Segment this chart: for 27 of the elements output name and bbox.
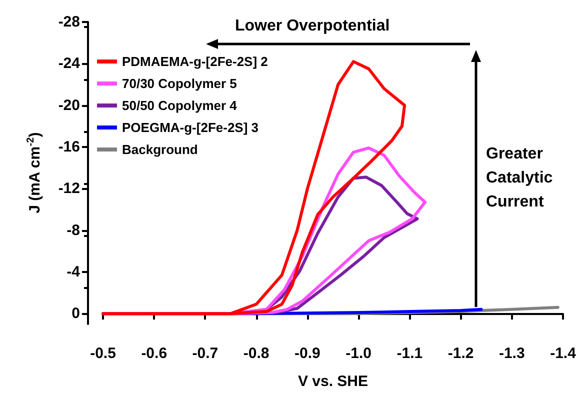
x-tick-label: -1.2	[448, 345, 474, 362]
x-tick-label: -0.5	[90, 345, 116, 362]
y-tick-label: -4	[66, 263, 81, 280]
y-tick-label: 0	[72, 305, 80, 322]
x-tick-label: -0.7	[192, 345, 218, 362]
x-tick-label: -1.4	[550, 345, 577, 362]
x-tick-label: -0.6	[141, 345, 168, 362]
legend-label: 50/50 Copolymer 4	[122, 98, 238, 113]
x-tick-label: -1.0	[346, 345, 372, 362]
x-axis-title: V vs. SHE	[298, 373, 368, 390]
annotation: Greater Catalytic Current	[486, 146, 553, 210]
y-tick-label: -20	[58, 96, 80, 114]
legend-label: POEGMA-g-[2Fe-2S] 3	[122, 120, 259, 135]
x-tick-label: -1.1	[396, 345, 423, 362]
x-tick-label: -0.8	[243, 345, 270, 362]
y-tick-label: -16	[58, 138, 80, 156]
legend-label: PDMAEMA-g-[2Fe-2S] 2	[122, 54, 268, 69]
annotation: Lower Overpotential	[235, 18, 390, 34]
legend-label: 70/30 Copolymer 5	[122, 76, 237, 91]
y-tick-label: -28	[58, 14, 80, 30]
x-tick-label: -1.3	[498, 345, 525, 362]
y-axis-title: J (mA cm-2)	[26, 132, 44, 214]
x-tick-label: -0.9	[294, 345, 320, 362]
y-tick-label: -12	[58, 180, 80, 198]
legend-label: Background	[122, 142, 198, 157]
y-tick-label: -24	[58, 55, 81, 72]
y-tick-label: -8	[66, 222, 80, 239]
